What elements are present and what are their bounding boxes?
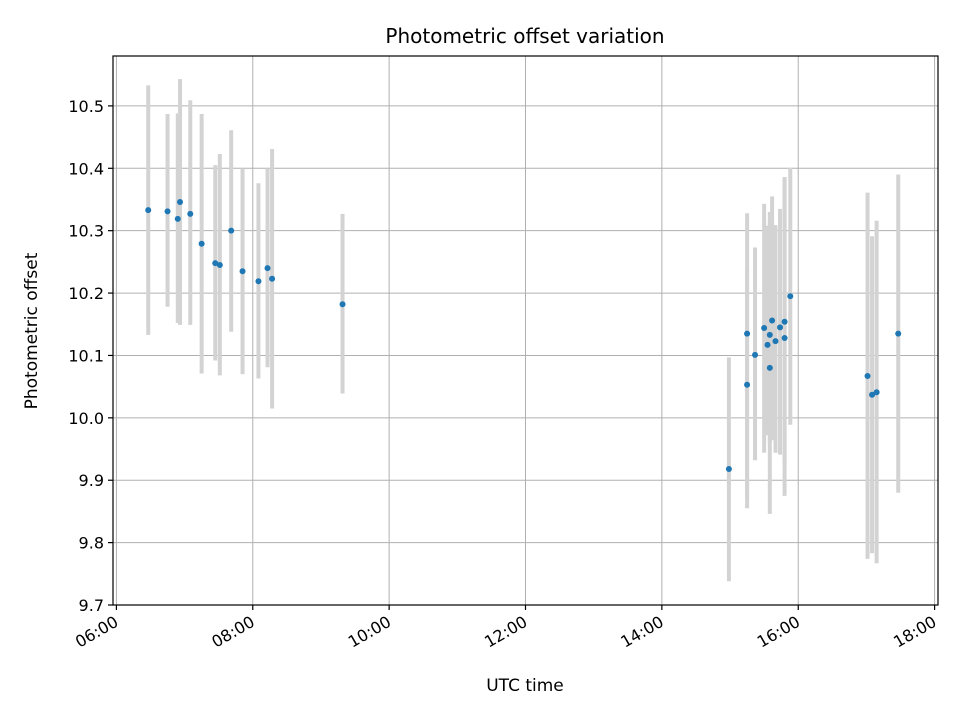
- data-point: [744, 330, 751, 337]
- data-point: [869, 391, 876, 398]
- chart-title: Photometric offset variation: [385, 24, 664, 48]
- data-point: [339, 301, 346, 308]
- data-point: [198, 240, 205, 247]
- x-axis-label: UTC time: [486, 676, 564, 696]
- data-point: [873, 389, 880, 396]
- data-point: [264, 265, 271, 272]
- data-point: [145, 207, 152, 214]
- data-point: [216, 261, 223, 268]
- y-tick-label: 10.2: [68, 284, 104, 303]
- data-point: [772, 338, 779, 345]
- y-tick-label: 9.7: [79, 596, 104, 615]
- data-point: [255, 278, 262, 285]
- data-point: [777, 324, 784, 331]
- x-tick-label: 14:00: [617, 612, 666, 652]
- data-point: [764, 341, 771, 348]
- data-points: [145, 198, 902, 472]
- y-axis-ticks: 9.7 9.8 9.9 10.0 10.1 10.2 10.3 10.4 10.5: [68, 97, 113, 615]
- y-tick-label: 10.3: [68, 222, 104, 241]
- data-point: [174, 215, 181, 222]
- x-axis-ticks: 06:00 08:00 10:00 12:00 14:00 16:00 18:00: [72, 605, 940, 652]
- data-point: [781, 318, 788, 325]
- y-tick-label: 10.4: [68, 159, 104, 178]
- data-point: [744, 381, 751, 388]
- data-point: [187, 210, 194, 217]
- data-point: [725, 465, 732, 472]
- x-tick-label: 12:00: [481, 612, 530, 652]
- data-point: [228, 227, 235, 234]
- y-tick-label: 9.8: [79, 534, 104, 553]
- y-tick-label: 10.0: [68, 409, 104, 428]
- data-point: [769, 317, 776, 324]
- data-point: [766, 331, 773, 338]
- data-point: [164, 208, 171, 215]
- x-tick-label: 16:00: [754, 612, 803, 652]
- data-point: [781, 334, 788, 341]
- data-point: [766, 364, 773, 371]
- data-point: [895, 330, 902, 337]
- data-point: [239, 268, 246, 275]
- data-point: [752, 351, 759, 358]
- y-tick-label: 9.9: [79, 471, 104, 490]
- x-tick-label: 10:00: [345, 612, 394, 652]
- y-axis-label: Photometric offset: [22, 252, 42, 409]
- x-tick-label: 06:00: [72, 612, 121, 652]
- x-tick-label: 18:00: [890, 612, 939, 652]
- y-tick-label: 10.5: [68, 97, 104, 116]
- data-point: [212, 260, 219, 267]
- data-point: [787, 293, 794, 300]
- data-point: [177, 198, 184, 205]
- data-point: [864, 373, 871, 380]
- data-point: [761, 325, 768, 332]
- y-tick-label: 10.1: [68, 346, 104, 365]
- x-tick-label: 08:00: [208, 612, 257, 652]
- data-point: [269, 275, 276, 282]
